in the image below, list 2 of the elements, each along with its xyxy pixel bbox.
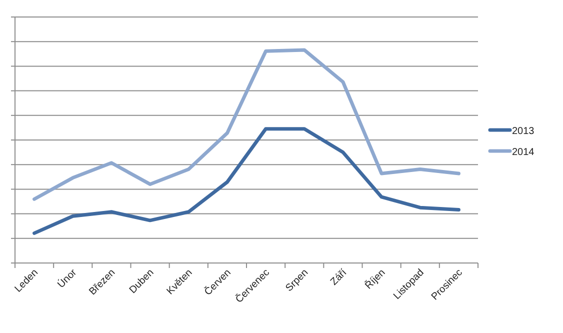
legend-label: 2013 [512,126,535,137]
legend-label: 2014 [512,147,535,158]
